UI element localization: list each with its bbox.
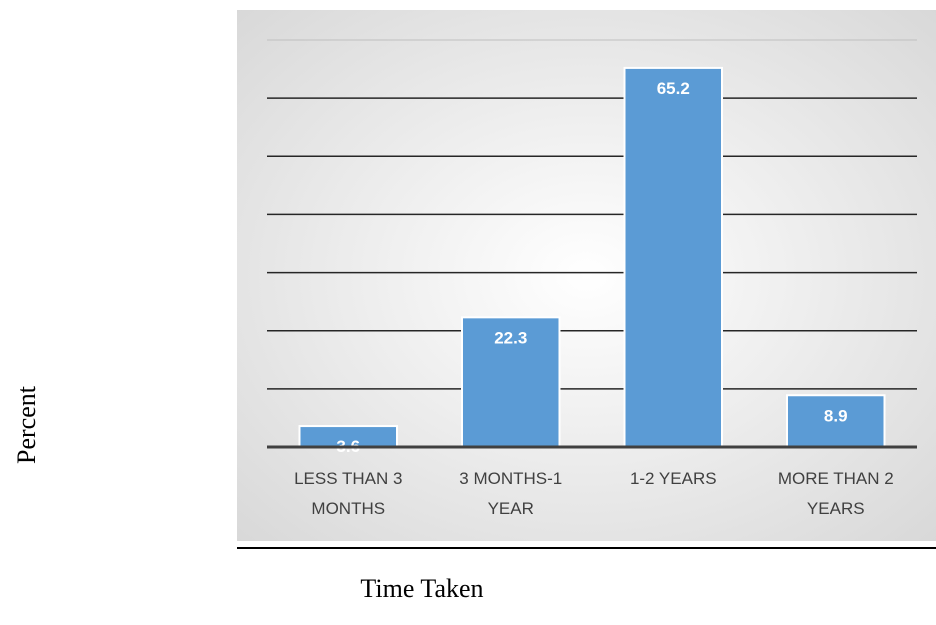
category-label: 1-2 YEARS: [630, 469, 717, 488]
category-label: 3 MONTHS-1: [459, 469, 562, 488]
category-labels: LESS THAN 3 MONTHS 3 MONTHS-1 YEAR 1-2 YEARS…: [294, 469, 894, 518]
bar: [623, 66, 723, 448]
y-axis-label: Percent: [12, 385, 41, 464]
bar: [461, 316, 561, 448]
x-axis-label: Time Taken: [360, 574, 483, 603]
plot-background: [237, 10, 936, 541]
category-label: MONTHS: [311, 499, 385, 518]
category-label: MORE THAN 2: [778, 469, 894, 488]
data-label: 65.2: [657, 79, 690, 98]
category-label: LESS THAN 3: [294, 469, 402, 488]
category-label: YEARS: [807, 499, 865, 518]
gridlines: [267, 39, 917, 390]
data-label: 8.9: [824, 406, 848, 425]
category-label: YEAR: [488, 499, 534, 518]
data-label: 22.3: [494, 328, 527, 347]
bars: 3.622.365.28.9: [267, 66, 917, 456]
